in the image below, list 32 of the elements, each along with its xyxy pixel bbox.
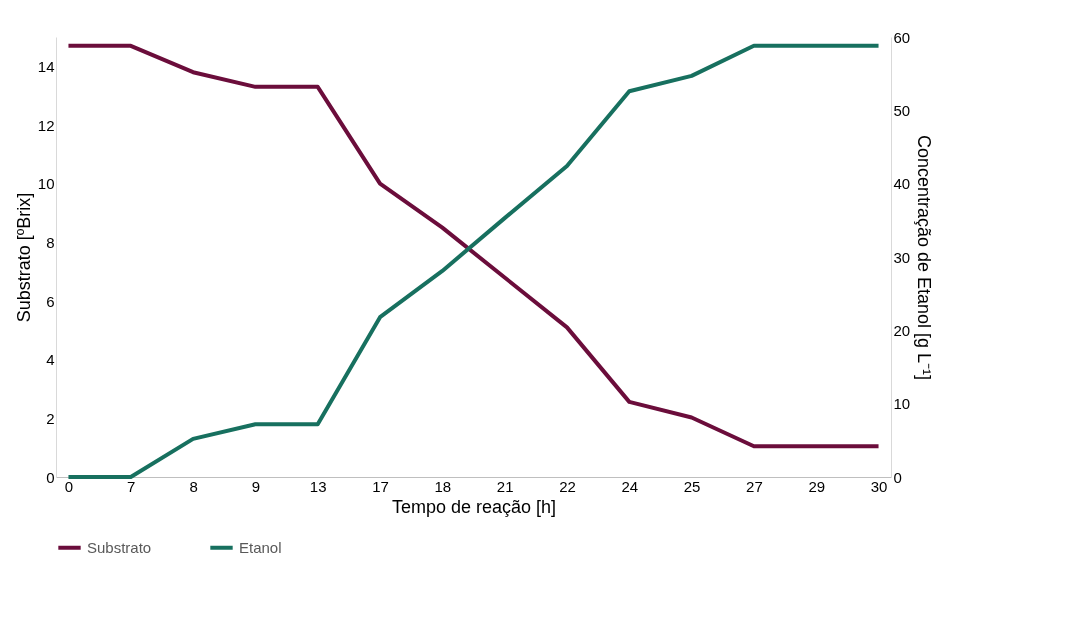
y-tick-label: 10 [37, 175, 55, 193]
x-tick-label: 0 [64, 477, 74, 495]
x-tick-label: 29 [808, 477, 826, 495]
x-tick-label: 18 [434, 477, 452, 495]
legend-label: Substrato [87, 538, 152, 556]
x-tick-label: 9 [251, 477, 261, 495]
y-tick-label: 4 [46, 351, 55, 369]
y-tick-label: 2 [46, 409, 55, 427]
x-tick-label: 25 [683, 477, 701, 495]
legend-label: Etanol [239, 538, 282, 556]
x-tick-label: 30 [870, 477, 888, 495]
y-tick-label: 6 [46, 292, 55, 310]
x-tick-label: 13 [309, 477, 327, 495]
y-tick-label: 12 [37, 116, 55, 134]
x-tick-label: 17 [372, 477, 389, 495]
x-axis-title: Tempo de reação [h] [391, 496, 557, 517]
y-axis-title: Substrato [ºBrix] [13, 192, 34, 323]
y2-tick-label: 50 [893, 101, 911, 119]
y2-tick-label: 10 [893, 395, 911, 413]
y2-tick-label: 40 [893, 175, 911, 193]
y2-axis-title: Concentração de Etanol [g L⁻¹] [914, 134, 935, 381]
y2-tick-label: 60 [893, 28, 911, 46]
x-tick-label: 27 [746, 477, 763, 495]
x-tick-label: 22 [559, 477, 576, 495]
y-tick-label: 8 [46, 233, 55, 251]
x-tick-label: 24 [621, 477, 639, 495]
x-tick-label: 21 [496, 477, 514, 495]
x-tick-label: 7 [127, 477, 136, 495]
y2-tick-label: 30 [893, 248, 911, 266]
x-tick-label: 8 [189, 477, 198, 495]
y-tick-label: 14 [37, 57, 55, 75]
y2-tick-label: 20 [893, 321, 911, 339]
